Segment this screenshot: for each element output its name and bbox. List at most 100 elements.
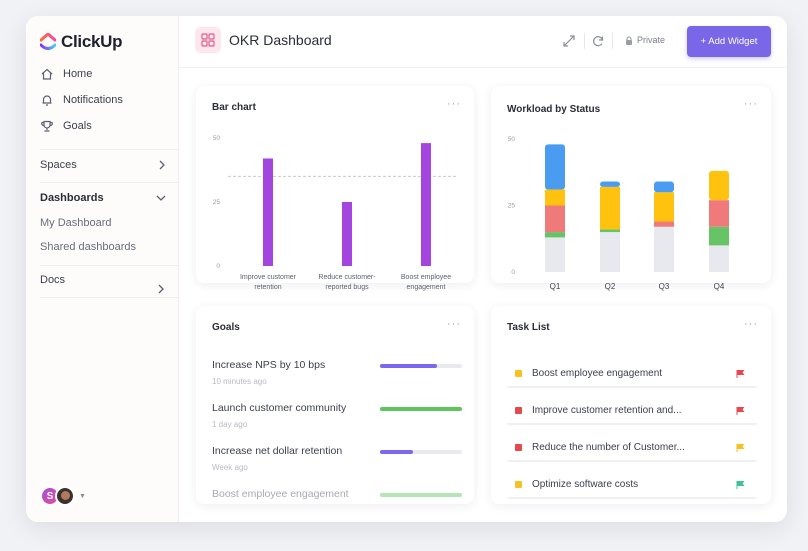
bar-chart-widget: Bar chart ··· 0 25 50 Improve customer reten…	[196, 86, 474, 291]
clickup-logo-icon	[40, 33, 56, 50]
bar-segment	[709, 200, 729, 227]
page-title: OKR Dashboard	[229, 32, 332, 48]
task-label: Optimize software costs	[532, 479, 639, 490]
x-tick-label: Q1	[550, 282, 561, 291]
goal-timestamp: 1 day ago	[212, 420, 248, 429]
sidebar-item-shared-dashboards[interactable]: Shared dashboards	[40, 241, 137, 253]
caret-down-icon: ▼	[79, 492, 86, 500]
widget-title: Task List	[507, 322, 550, 333]
bar	[263, 158, 273, 266]
sidebar-divider	[40, 182, 178, 183]
nav-goals-label: Goals	[63, 120, 92, 132]
goal-timestamp: 10 minutes ago	[212, 377, 267, 386]
sidebar: ClickUp Home Notifications Goals Spaces …	[26, 16, 179, 522]
bar	[342, 202, 352, 266]
bell-icon	[42, 95, 52, 106]
y-tick-label: 25	[508, 203, 516, 210]
chevron-right-icon[interactable]	[157, 284, 165, 294]
home-icon	[41, 68, 53, 80]
workload-chart: 0 25 50 Q1 Q2 Q3 Q4	[508, 136, 729, 291]
bar-segment	[654, 221, 674, 227]
brand-name: ClickUp	[61, 32, 123, 51]
y-tick-label: 50	[508, 136, 516, 143]
bar-segment	[654, 181, 674, 193]
priority-flag-icon[interactable]	[735, 406, 745, 416]
status-dot	[515, 407, 522, 414]
spaces-label: Spaces	[40, 159, 77, 171]
more-icon[interactable]: ···	[447, 318, 461, 330]
expand-icon[interactable]	[562, 34, 576, 48]
x-tick-label: Q3	[659, 282, 670, 291]
lock-icon	[626, 35, 632, 45]
bar-segment	[709, 170, 729, 201]
bar-segment	[545, 205, 565, 233]
brand-logo[interactable]: ClickUp	[40, 32, 123, 52]
refresh-icon[interactable]	[591, 34, 605, 48]
nav-goals[interactable]: Goals	[40, 119, 92, 133]
private-label: Private	[637, 35, 666, 45]
dashboards-label: Dashboards	[40, 192, 104, 204]
task-row[interactable]: Improve customer retention and...	[507, 398, 757, 425]
x-tick-label: Boost employee	[401, 274, 451, 281]
header: OKR Dashboard Private + Add Widget	[179, 16, 787, 68]
nav-home[interactable]: Home	[40, 67, 92, 81]
y-tick-label: 50	[213, 135, 221, 142]
y-tick-label: 25	[213, 199, 221, 206]
bar-segment	[545, 237, 565, 272]
task-row[interactable]: Optimize software costs	[507, 472, 757, 499]
goal-name: Increase NPS by 10 bps	[212, 359, 326, 371]
bar-segment	[545, 189, 565, 206]
toolbar-divider	[584, 33, 585, 49]
priority-flag-icon[interactable]	[735, 369, 745, 379]
goal-item[interactable]: Increase NPS by 10 bps 10 minutes ago	[212, 359, 462, 386]
widget-title: Goals	[212, 322, 240, 333]
add-widget-button[interactable]: + Add Widget	[687, 26, 771, 57]
toolbar-divider	[612, 33, 613, 49]
docs-label: Docs	[40, 274, 66, 286]
avatar-photo[interactable]	[55, 486, 75, 506]
more-icon[interactable]: ···	[744, 98, 758, 110]
bar	[421, 143, 431, 266]
sidebar-item-spaces[interactable]: Spaces	[40, 159, 166, 171]
x-tick-label: Q4	[714, 282, 725, 291]
nav-home-label: Home	[63, 68, 93, 80]
goal-item[interactable]: Boost employee engagement	[212, 488, 462, 500]
more-icon[interactable]: ···	[447, 98, 461, 110]
goal-progress-bar	[380, 407, 462, 411]
goal-item[interactable]: Launch customer community 1 day ago	[212, 402, 462, 429]
task-row[interactable]: Boost employee engagement	[507, 361, 757, 388]
status-dot	[515, 481, 522, 488]
privacy-toggle[interactable]: Private	[625, 35, 665, 45]
sidebar-divider	[40, 265, 178, 266]
sidebar-item-dashboards[interactable]: Dashboards	[40, 192, 166, 204]
x-tick-label: Q2	[605, 282, 616, 291]
task-row[interactable]: Reduce the number of Customer...	[507, 435, 757, 462]
status-dot	[515, 370, 522, 377]
priority-flag-icon[interactable]	[735, 480, 745, 490]
task-label: Improve customer retention and...	[532, 405, 682, 416]
sidebar-divider	[40, 149, 178, 150]
priority-flag-icon[interactable]	[735, 443, 745, 453]
widget-title: Workload by Status	[507, 104, 601, 115]
y-tick-label: 0	[216, 263, 220, 270]
user-menu[interactable]: S ▼	[40, 486, 86, 506]
bar-segment	[654, 192, 674, 222]
goal-progress-fill	[380, 493, 462, 497]
goal-progress-bar	[380, 493, 462, 497]
goal-progress-bar	[380, 364, 462, 368]
app-window: ClickUp Home Notifications Goals Spaces …	[26, 16, 787, 522]
x-tick-label: Improve customer	[240, 274, 297, 281]
x-tick-label: Reduce customer-	[318, 274, 376, 281]
goal-progress-fill	[380, 407, 462, 411]
nav-notifications[interactable]: Notifications	[40, 93, 123, 107]
goal-name: Launch customer community	[212, 402, 347, 414]
bar-segment	[654, 226, 674, 272]
bar-segment	[709, 245, 729, 272]
sidebar-item-my-dashboard[interactable]: My Dashboard	[40, 217, 112, 229]
more-icon[interactable]: ···	[744, 318, 758, 330]
goal-item[interactable]: Increase net dollar retention Week ago	[212, 445, 462, 472]
x-tick-label: reported bugs	[325, 284, 369, 291]
bar-segment	[600, 186, 620, 230]
bar-segment	[600, 181, 620, 187]
sidebar-item-docs[interactable]: Docs	[40, 274, 166, 286]
